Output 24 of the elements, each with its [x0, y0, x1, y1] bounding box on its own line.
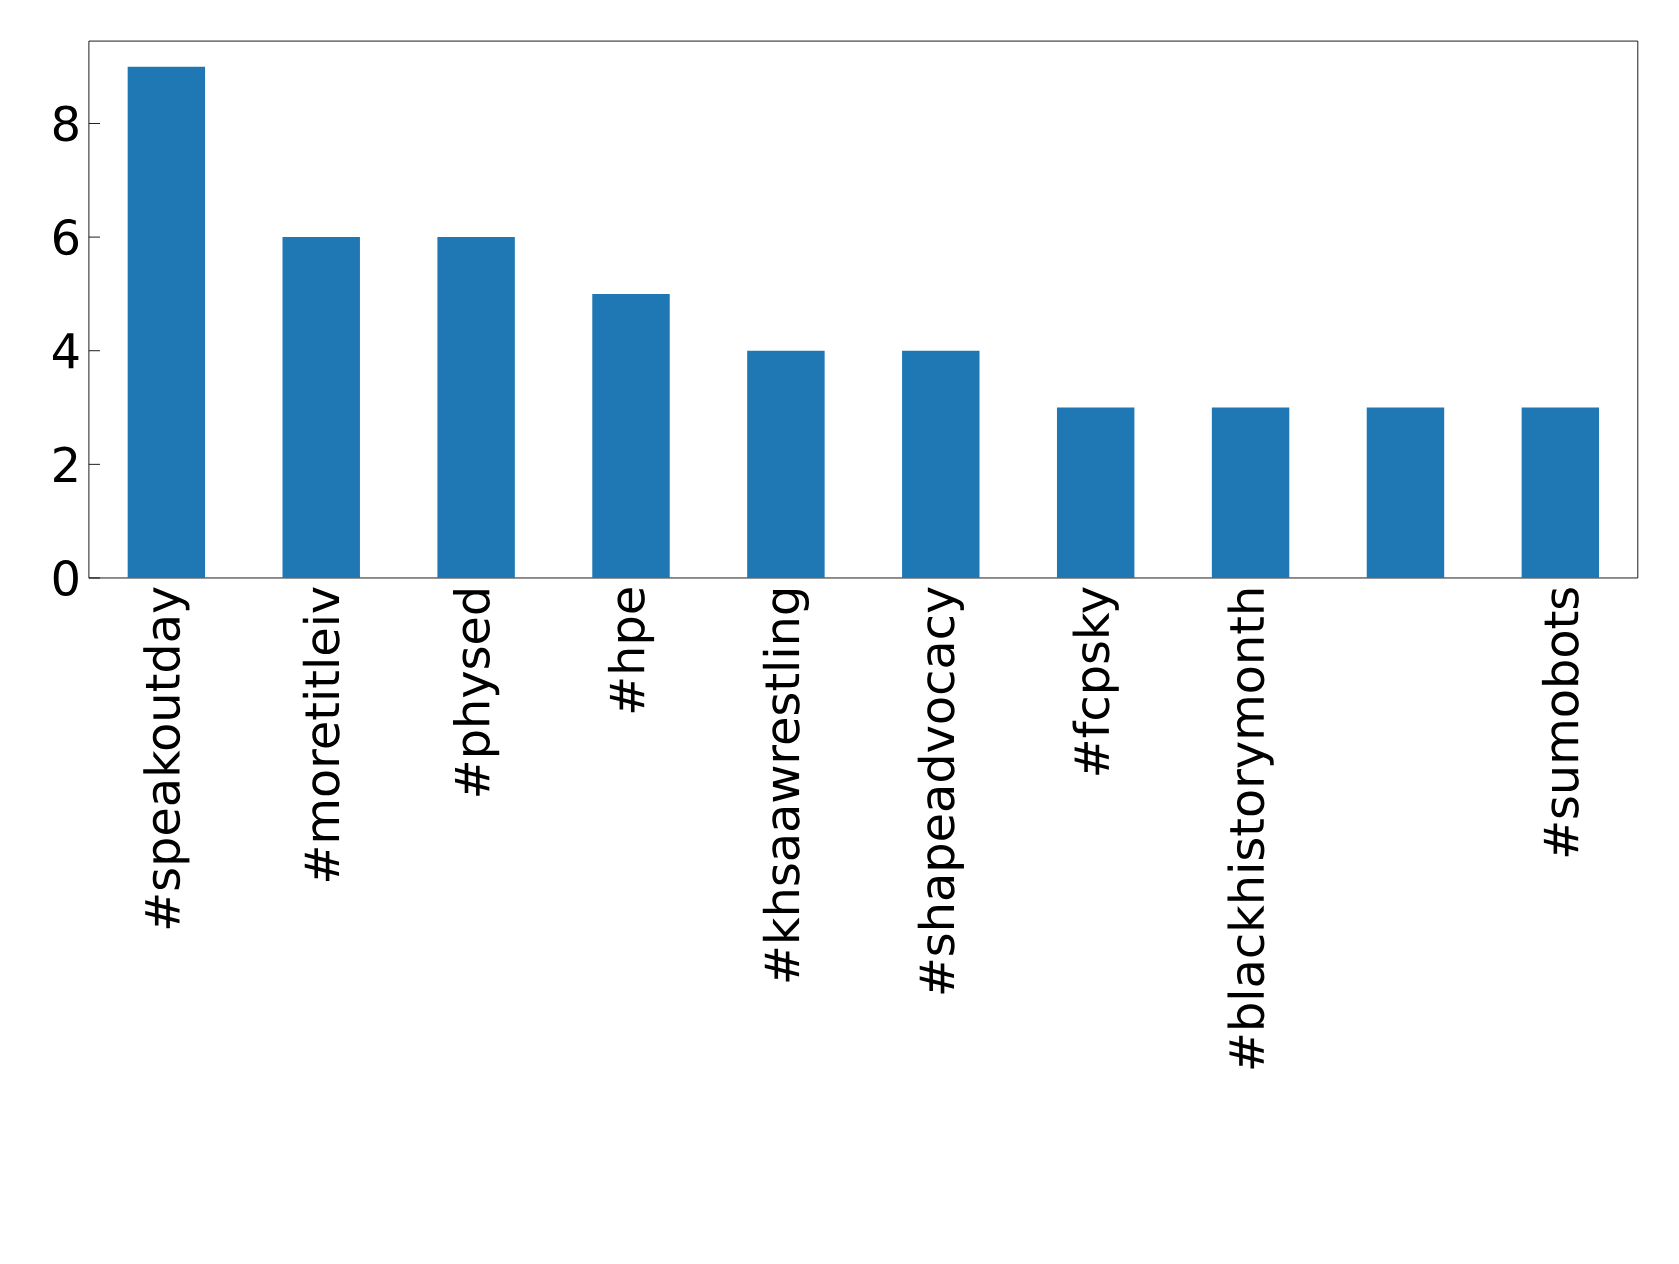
x-tick-label: #sumobots — [1541, 588, 1579, 857]
bar — [1211, 407, 1290, 578]
bar — [1521, 407, 1600, 578]
x-tick-label: #moretitleiv — [302, 587, 340, 881]
y-tick-label: 8 — [53, 105, 78, 142]
y-tick-label: 0 — [53, 559, 78, 597]
bar — [282, 237, 360, 578]
x-tick-label: #hpe — [607, 588, 655, 713]
y-tick-label: 2 — [54, 446, 77, 483]
bar — [592, 293, 670, 578]
bar — [127, 66, 206, 578]
x-tick-label: #shapeadvocacy — [917, 587, 964, 994]
bar — [747, 350, 825, 578]
y-tick-label: 6 — [53, 219, 79, 256]
x-tick-label: #blackhistorymonth — [1227, 589, 1274, 1069]
x-tick-label: #fcpsky — [1072, 587, 1119, 775]
x-tick-label: #speakoutday — [143, 587, 190, 929]
bar — [1056, 407, 1135, 578]
x-tick-label: #khsaawrestling — [762, 590, 810, 982]
x-tick-label: #physed — [452, 590, 500, 796]
bar — [437, 237, 515, 578]
bar — [1366, 407, 1445, 578]
bar — [902, 350, 980, 578]
y-tick-label: 4 — [52, 333, 79, 369]
